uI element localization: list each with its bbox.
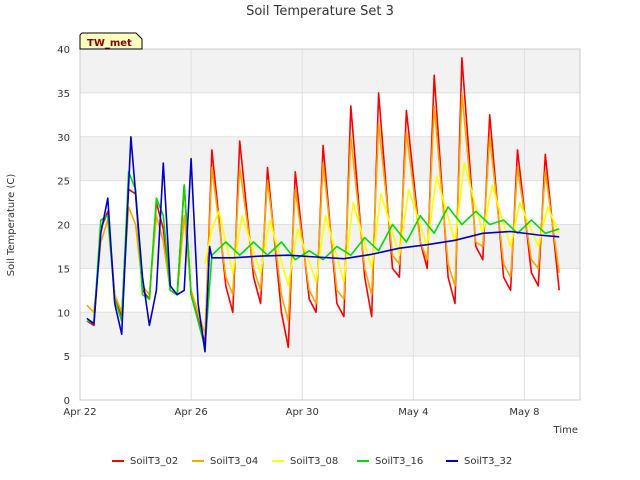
plot-frame [79,48,581,401]
x-tick-label: Apr 30 [286,407,319,418]
x-axis-title: Time [553,425,578,436]
y-tick-label: 35 [57,89,70,100]
legend-label: SoilT3_08 [290,456,338,467]
y-tick-labels: 0 5 10 15 20 25 30 35 40 [57,45,70,407]
plot-band [80,49,580,93]
series-lines [86,57,560,353]
y-tick-label: 20 [57,221,70,232]
x-tick-label: Apr 26 [175,407,208,418]
y-tick-label: 15 [57,264,70,275]
legend-label: SoilT3_04 [210,456,258,467]
legend-item-soilt3-08: SoilT3_08 [272,456,338,467]
legend-item-soilt3-32: SoilT3_32 [446,456,512,467]
station-badge: TW_met [79,32,143,50]
x-tick-label: Apr 22 [63,407,96,418]
series-line-soilt3-32 [86,136,560,353]
y-axis-title: Soil Temperature (C) [6,174,17,277]
y-tick-label: 10 [57,308,70,319]
badge-box [79,32,143,50]
legend-label: SoilT3_32 [464,456,512,467]
chart-title: Soil Temperature Set 3 [246,4,394,19]
legend-label: SoilT3_02 [130,456,178,467]
y-tick-label: 40 [57,45,70,56]
legend-item-soilt3-04: SoilT3_04 [192,456,258,467]
plot-band [80,312,580,357]
y-tick-label: 5 [64,352,70,363]
x-tick-label: May 8 [509,407,539,418]
legend: SoilT3_02 SoilT3_04 SoilT3_08 SoilT3_16 Soil… [112,456,512,467]
y-tick-label: 0 [64,396,70,407]
y-tick-label: 30 [57,133,70,144]
legend-item-soilt3-02: SoilT3_02 [112,456,178,467]
x-tick-label: May 4 [398,407,428,418]
y-tick-label: 25 [57,177,70,188]
legend-item-soilt3-16: SoilT3_16 [357,456,423,467]
badge-label: TW_met [87,38,132,49]
plot-band [80,136,580,181]
plot-bands [80,49,580,357]
x-tick-labels: Apr 22 Apr 26 Apr 30 May 4 May 8 [63,407,539,418]
legend-label: SoilT3_16 [375,456,423,467]
